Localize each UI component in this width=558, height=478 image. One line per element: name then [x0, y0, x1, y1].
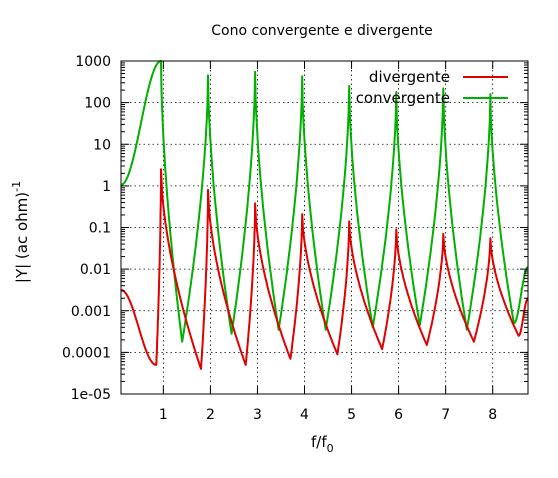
y-tick-label: 0.1 [89, 221, 111, 237]
y-tick-label: 0.001 [71, 304, 111, 320]
legend-label-divergente: divergente [369, 68, 450, 86]
y-tick-label: 1 [102, 179, 111, 195]
legend-label-convergente: convergente [356, 89, 450, 107]
x-tick-label: 5 [347, 407, 356, 423]
series-line-divergente [120, 168, 529, 370]
grid-lines [121, 61, 528, 394]
x-tick-label: 8 [488, 407, 497, 423]
y-tick-label: 0.0001 [62, 345, 111, 361]
x-axis-label-subscript: 0 [327, 442, 334, 455]
chart-title: Cono convergente e divergente [211, 23, 432, 39]
x-tick-label: 2 [206, 407, 215, 423]
x-tick-label: 1 [159, 407, 168, 423]
series-line-convergente [120, 60, 529, 343]
y-tick-label: 100 [84, 96, 111, 112]
x-tick-label: 7 [441, 407, 450, 423]
x-tick-label: 3 [253, 407, 262, 423]
y-axis-label: |Y| (ac ohm)-1 [10, 181, 31, 283]
x-axis-label-main: f/f [311, 433, 327, 451]
y-tick-label: 0.01 [80, 262, 111, 278]
y-axis-label-main: |Y| (ac ohm) [13, 192, 31, 283]
legend: divergente convergente [356, 68, 508, 107]
y-tick-label: 1e-05 [71, 387, 111, 403]
x-tick-label: 4 [300, 407, 309, 423]
y-axis-label-superscript: -1 [10, 181, 23, 192]
x-axis-label: f/f0 [311, 433, 334, 455]
series-group [120, 60, 529, 370]
y-tick-label: 10 [93, 137, 111, 153]
x-tick-label: 6 [394, 407, 403, 423]
y-tick-label: 1000 [75, 54, 111, 70]
axis-ticks: 1e-05 0.0001 0.001 0.01 0.1 1 10 100 1000 1 2 3 4 5 6 7… [62, 54, 528, 423]
